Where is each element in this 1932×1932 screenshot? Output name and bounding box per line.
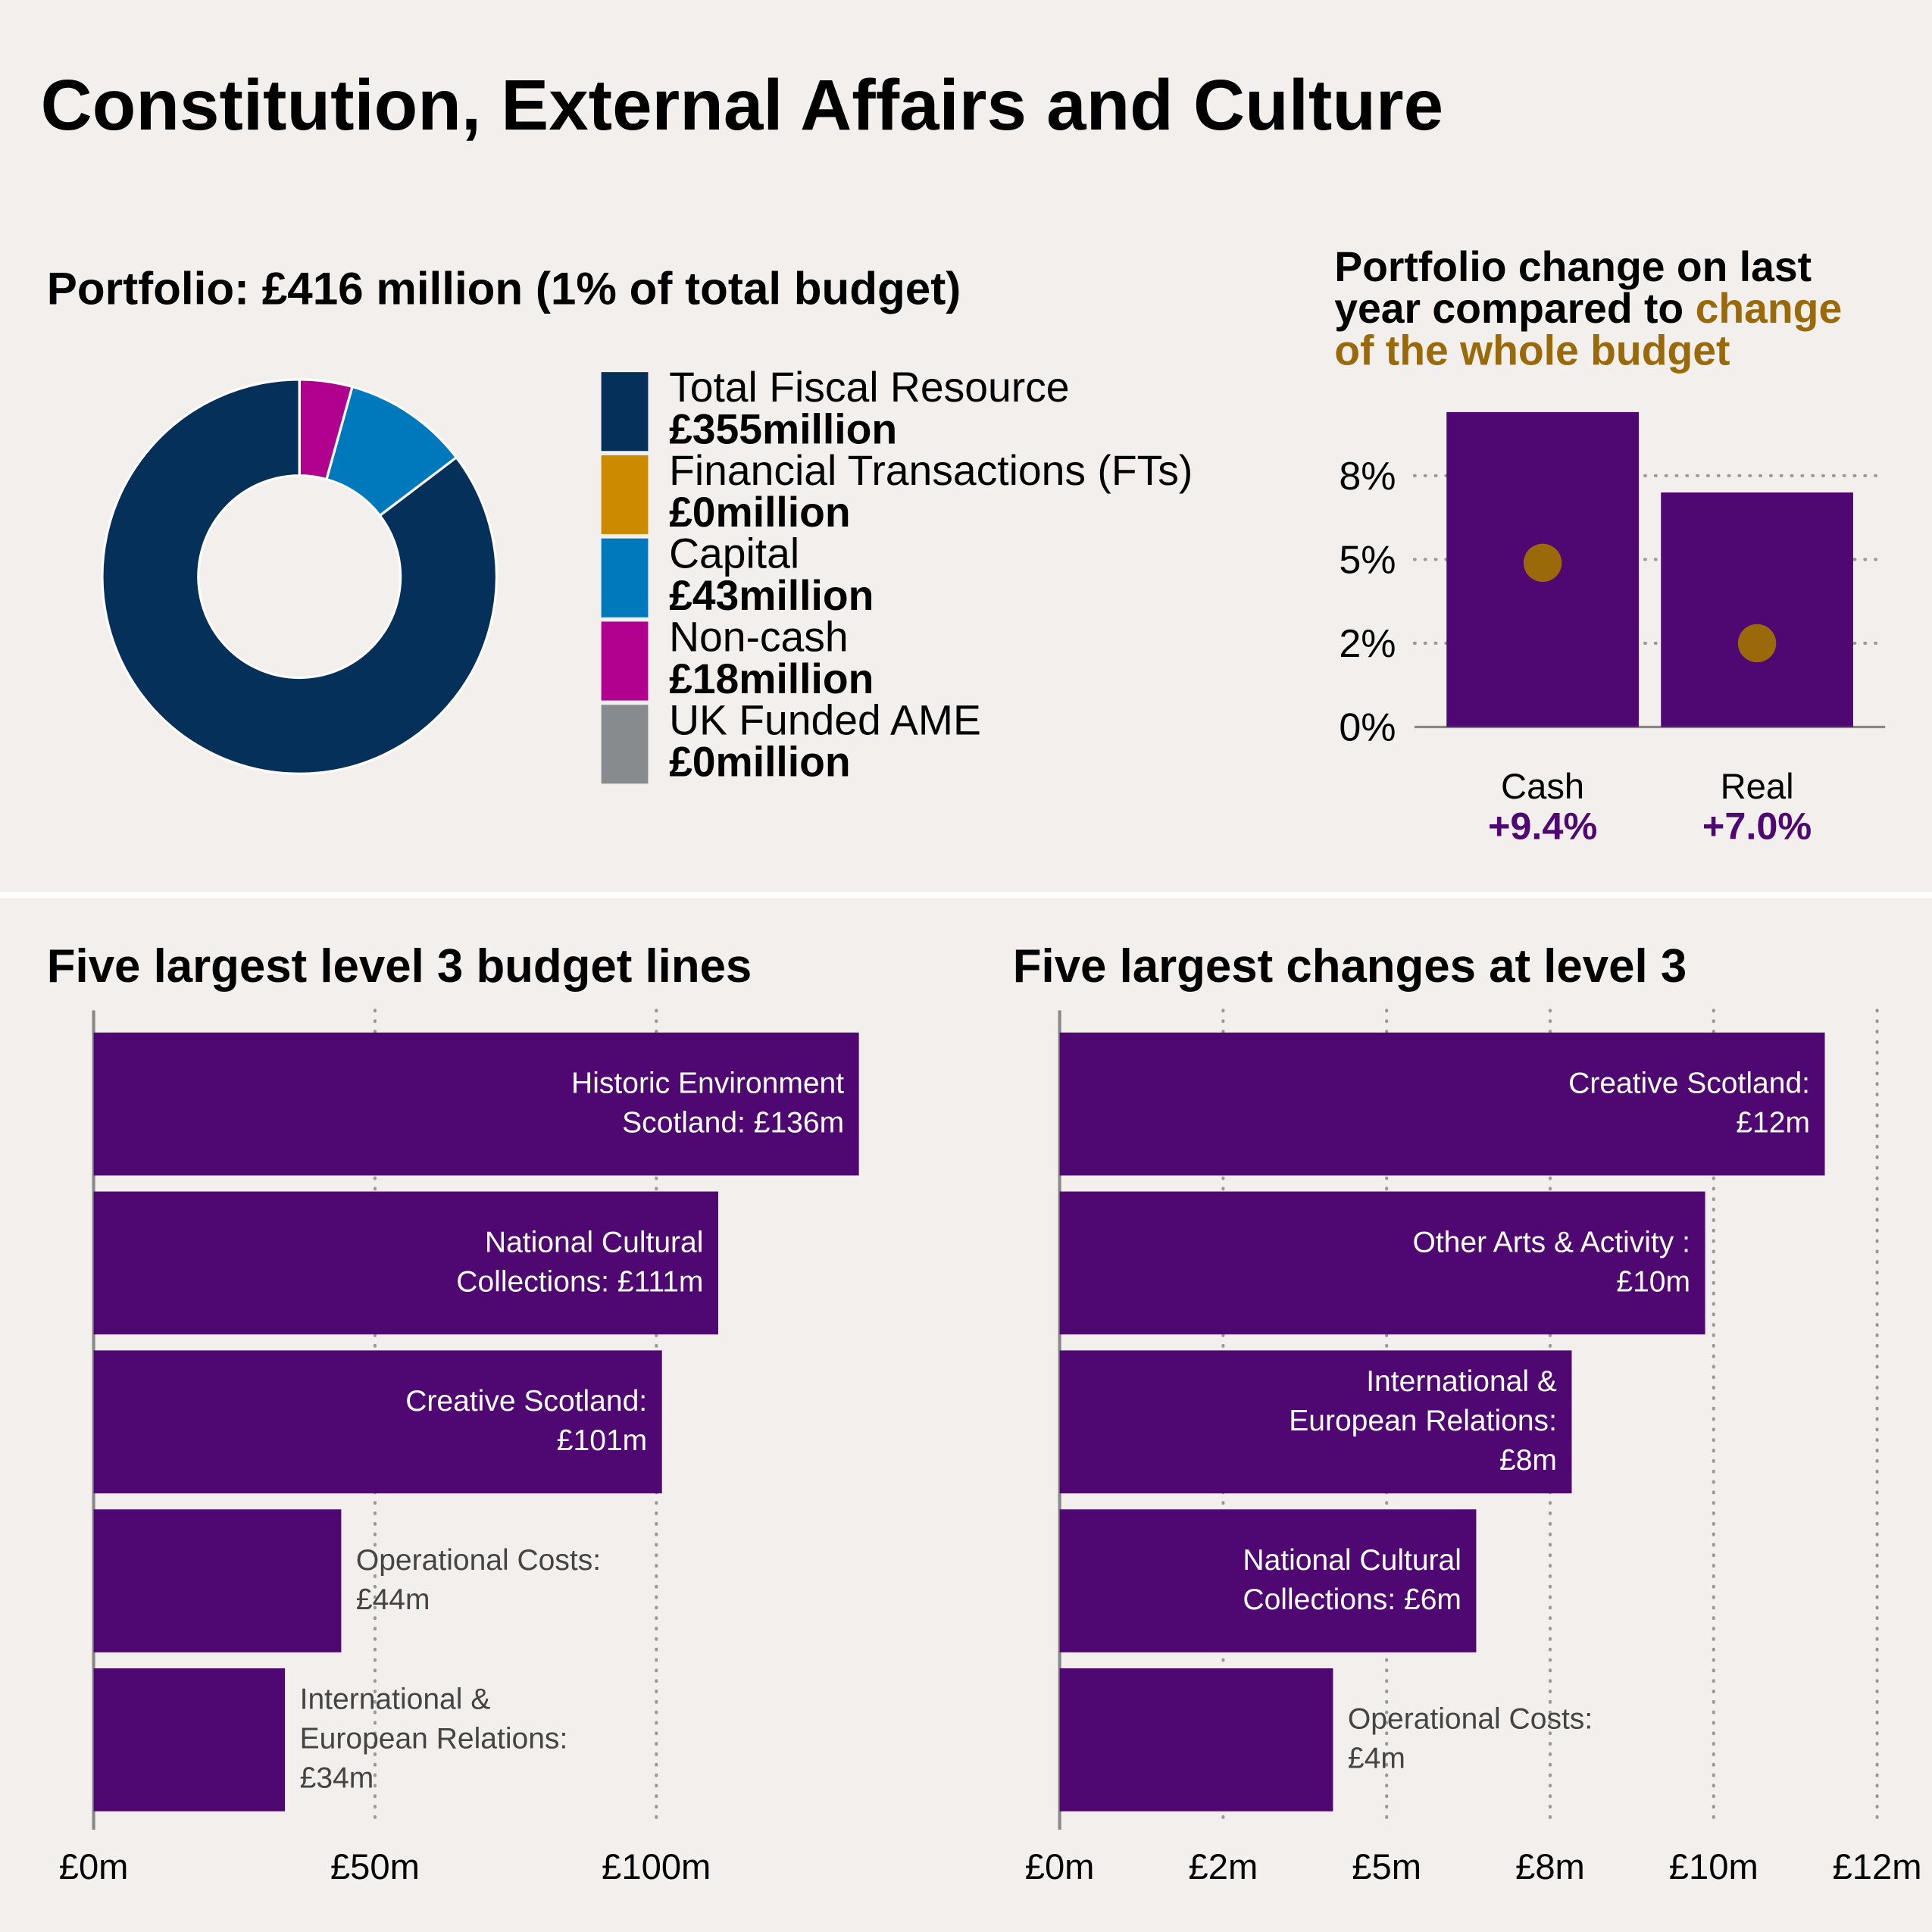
- x-tick-label: £2m: [1189, 1846, 1258, 1887]
- category-label: Operational Costs:: [1347, 1702, 1593, 1737]
- bar: [1059, 1668, 1333, 1812]
- bar-label: Historic Environment Scotland: £136m: [549, 1033, 844, 1176]
- value-label: £12m: [1736, 1106, 1811, 1140]
- x-tick-label: £5m: [1352, 1846, 1421, 1887]
- category-label: National Cultural Collections:: [456, 1226, 704, 1299]
- bar: [93, 1668, 286, 1812]
- chart-title: Portfolio: £416 million (1% of total bud…: [47, 264, 961, 314]
- legend-label: Total Fiscal Resource: [669, 364, 1069, 411]
- y-tick-label: 8%: [1339, 455, 1396, 499]
- x-tick-label: £10m: [1669, 1846, 1758, 1887]
- bar: [93, 1509, 342, 1652]
- bar: [93, 1350, 662, 1494]
- bar-label: Creative Scotland: £12m: [1515, 1033, 1810, 1176]
- category-label: Creative Scotland:: [1568, 1067, 1811, 1101]
- legend-value: £355million: [669, 405, 897, 452]
- bar-label: International & European Relations: £34m: [300, 1668, 608, 1812]
- value-label: £6m: [1403, 1583, 1462, 1617]
- value-label: £4m: [1347, 1742, 1405, 1776]
- bar-label: Creative Scotland: £101m: [352, 1350, 647, 1493]
- x-tick-label: £0m: [1025, 1846, 1095, 1887]
- chart-title: Five largest level 3 budget lines: [47, 940, 752, 993]
- chart-title: Portfolio change on last year compared t…: [1334, 246, 1883, 372]
- value-label: +9.4%: [1488, 804, 1597, 847]
- y-tick-label: 2%: [1339, 622, 1396, 666]
- legend-swatch: [601, 705, 649, 784]
- bar-label-text: International & European Relations: £8m: [1261, 1363, 1557, 1481]
- bar-label-text: Operational Costs: £44m: [356, 1541, 664, 1620]
- bar-label: National Cultural Collections: £6m: [1166, 1509, 1462, 1652]
- category-label: International & European Relations:: [1289, 1365, 1557, 1438]
- x-tick-label: £8m: [1515, 1846, 1585, 1887]
- bar-label-text: National Cultural Collections: £111m: [408, 1224, 703, 1302]
- category-label: Operational Costs:: [355, 1543, 602, 1577]
- bar-label: Operational Costs: £44m: [356, 1509, 664, 1652]
- category-label: Other Arts & Activity :: [1412, 1226, 1691, 1260]
- bar-label-text: Historic Environment Scotland: £136m: [549, 1064, 844, 1143]
- value-label: £111m: [617, 1265, 704, 1299]
- x-tick-label: £12m: [1833, 1846, 1922, 1887]
- bar-label: Other Arts & Activity : £10m: [1395, 1192, 1690, 1335]
- pie-slice: [101, 378, 498, 775]
- chart-title: Five largest changes at level 3: [1013, 940, 1687, 993]
- bar: [1059, 1350, 1572, 1494]
- bar-label-text: Operational Costs: £4m: [1348, 1700, 1656, 1779]
- y-tick-label: 5%: [1339, 538, 1396, 582]
- bar-label: National Cultural Collections: £111m: [408, 1192, 703, 1335]
- legend-label: UK Funded AME: [669, 696, 981, 743]
- bar-label-text: Creative Scotland: £12m: [1515, 1064, 1810, 1143]
- divider: [0, 892, 1932, 899]
- value-label: £34m: [299, 1762, 374, 1796]
- legend-value: £18million: [669, 655, 874, 702]
- x-tick-label: Cash: [1501, 766, 1584, 806]
- value-label: £10m: [1616, 1265, 1691, 1299]
- dot: [1737, 624, 1777, 663]
- legend-swatch: [601, 455, 649, 534]
- legend-swatch: [601, 538, 649, 617]
- value-label: £136m: [753, 1106, 845, 1140]
- category-label: National Cultural Collections:: [1243, 1543, 1462, 1617]
- legend-label: Capital: [669, 530, 799, 577]
- dot: [1523, 543, 1562, 583]
- value-label: £44m: [355, 1583, 430, 1617]
- category-label: Historic Environment Scotland:: [571, 1067, 845, 1140]
- bar: [1059, 1032, 1825, 1176]
- title-highlight: change of the whole budget: [1334, 286, 1843, 375]
- bar: [1661, 492, 1853, 727]
- legend-value: £0million: [669, 739, 851, 786]
- bar-label: Operational Costs: £4m: [1348, 1668, 1656, 1812]
- bar: [1059, 1191, 1705, 1335]
- bar: [93, 1191, 718, 1335]
- legend-swatch: [601, 372, 649, 452]
- title-text: Portfolio change on last year compared t…: [1334, 244, 1812, 333]
- x-tick-label: Real: [1721, 766, 1794, 806]
- page-title: Constitution, External Affairs and Cultu…: [41, 65, 1443, 145]
- category-label: International & European Relations:: [299, 1683, 568, 1756]
- bar: [1059, 1509, 1477, 1652]
- legend-value: £0million: [669, 489, 851, 536]
- category-label: Creative Scotland:: [405, 1384, 648, 1418]
- bar-label-text: Other Arts & Activity : £10m: [1395, 1224, 1690, 1302]
- value-label: +7.0%: [1702, 804, 1812, 847]
- bar-label-text: International & European Relations: £34m: [300, 1680, 608, 1799]
- value-label: £8m: [1499, 1444, 1557, 1477]
- value-label: £101m: [556, 1424, 648, 1458]
- x-tick-label: £50m: [330, 1846, 420, 1887]
- x-tick-label: £100m: [602, 1846, 711, 1887]
- legend-swatch: [601, 621, 649, 701]
- bar-label: International & European Relations: £8m: [1261, 1350, 1557, 1493]
- legend-label: Financial Transactions (FTs): [669, 447, 1193, 494]
- bar: [93, 1032, 859, 1176]
- legend-value: £43million: [669, 572, 874, 619]
- x-tick-label: £0m: [59, 1846, 129, 1887]
- bar-label-text: National Cultural Collections: £6m: [1166, 1541, 1462, 1620]
- bar-label-text: Creative Scotland: £101m: [352, 1383, 647, 1462]
- legend-label: Non-cash: [669, 613, 849, 660]
- y-tick-label: 0%: [1339, 705, 1396, 749]
